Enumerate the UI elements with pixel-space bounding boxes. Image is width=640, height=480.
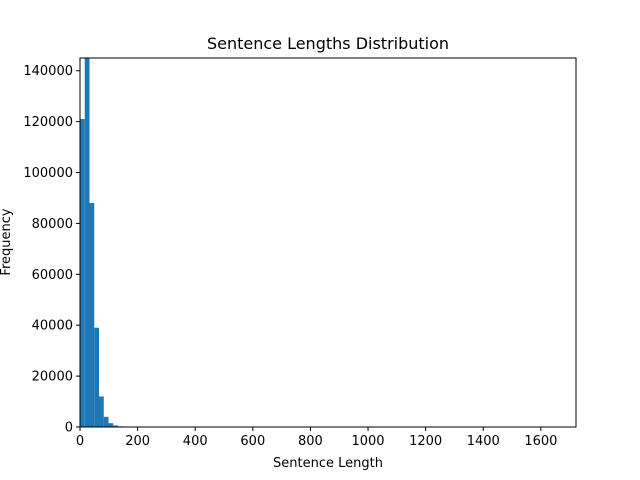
x-tick-label: 1000 — [351, 434, 384, 449]
x-axis-label: Sentence Length — [273, 456, 383, 471]
histogram-bar — [80, 119, 85, 427]
y-tick-label: 40000 — [32, 319, 73, 334]
y-axis-label: Frequency — [0, 208, 14, 275]
bars-group — [80, 58, 176, 427]
x-tick-label: 200 — [125, 434, 150, 449]
y-tick-label: 0 — [65, 421, 73, 436]
y-tick-label: 80000 — [32, 217, 73, 232]
histogram-bar — [113, 425, 119, 427]
histogram-bar — [108, 423, 114, 427]
y-tick-label: 20000 — [32, 370, 73, 385]
histogram-bar — [94, 327, 100, 427]
histogram-bar — [84, 58, 90, 427]
x-tick-label: 600 — [240, 434, 265, 449]
x-tick-label: 1400 — [467, 434, 500, 449]
x-tick-label: 0 — [76, 434, 84, 449]
histogram-bar — [99, 396, 104, 427]
chart-title: Sentence Lengths Distribution — [207, 34, 449, 53]
y-tick-label: 120000 — [23, 115, 73, 130]
y-tick-label: 60000 — [32, 268, 73, 283]
x-axis-ticks: 0 200 400 600 800 1000 1200 1400 1600 — [76, 427, 557, 449]
x-tick-label: 1200 — [409, 434, 442, 449]
x-tick-label: 1600 — [524, 434, 557, 449]
x-tick-label: 800 — [298, 434, 323, 449]
histogram-bar — [103, 416, 109, 427]
y-tick-label: 140000 — [23, 64, 73, 79]
y-tick-label: 100000 — [23, 166, 73, 181]
y-axis-ticks: 0 20000 40000 60000 80000 100000 120000 140000 — [23, 64, 80, 436]
x-tick-label: 400 — [183, 434, 208, 449]
plot-area-frame — [79, 57, 577, 428]
histogram-bar — [89, 203, 95, 427]
